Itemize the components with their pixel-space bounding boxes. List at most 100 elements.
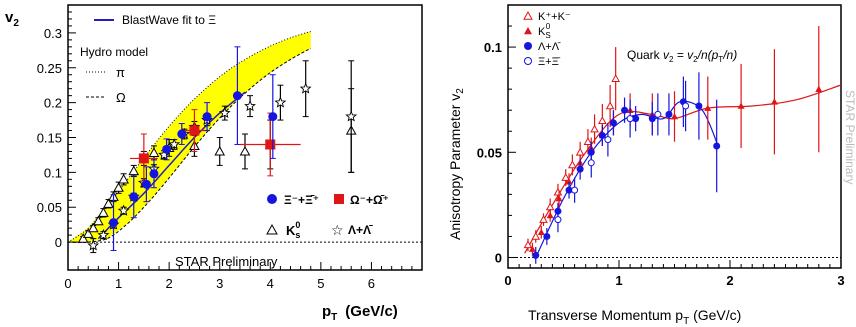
legend-xi-label: Ξ+Ξ̄ (538, 56, 561, 68)
k0-point (77, 233, 89, 243)
legend-kpm-label: K⁺+K⁻ (538, 11, 571, 23)
lambda-point (648, 115, 656, 123)
lambda-point (345, 110, 358, 122)
omega-point (138, 153, 149, 164)
xi-point (268, 112, 278, 122)
omega-point (265, 139, 276, 150)
kpm-point (605, 101, 615, 110)
y-tick-label: 0.2 (44, 96, 62, 111)
hydro-band-layer (68, 31, 311, 243)
right-y-axis-label: Anisotropy Parameter v2 (447, 88, 466, 240)
lambda-point (565, 186, 573, 194)
lambda-point (532, 251, 540, 259)
lambda-point (543, 232, 551, 240)
xi-point (109, 218, 119, 228)
k0s-point (671, 113, 678, 120)
kpm-point (561, 172, 571, 181)
right-x-axis-label: Transverse Momentum pT (GeV/c) (528, 307, 741, 327)
k0s-point (546, 211, 554, 219)
k0s-point (565, 178, 573, 185)
legend-k0-marker (266, 223, 278, 235)
lambda-point (97, 228, 110, 241)
right-data-points (523, 26, 823, 264)
hydro-pi-label: π (116, 65, 125, 80)
xi-point (682, 102, 690, 110)
x-tick-label: 5 (317, 276, 324, 291)
k0-point (113, 182, 124, 192)
left-data-points (77, 46, 358, 254)
xi-point (587, 159, 595, 167)
lambda-point (609, 119, 617, 127)
lambda-point (218, 106, 231, 119)
hydro-title: Hydro model (80, 45, 148, 59)
k0s-point (770, 98, 778, 105)
left-axis-ticks: 0 1 2 3 4 5 6 0 0.05 0.1 0.15 0.2 0.25 0.3 (37, 4, 413, 291)
legend-fit-label: BlastWave fit to Ξ (122, 13, 216, 27)
xi-point (571, 186, 579, 194)
legend-lambda-marker (524, 42, 532, 50)
k0-point (87, 222, 99, 233)
xi-point (554, 216, 562, 224)
k0s-point (528, 245, 536, 252)
lambda-point (598, 131, 606, 139)
x-tick-label: 1 (615, 273, 622, 288)
left-x-axis-label: pT (GeV/c) (322, 303, 398, 323)
kpm-point (590, 124, 599, 133)
y-tick-label: 0.1 (484, 40, 502, 55)
lambda-point (117, 204, 130, 216)
y-tick-label: 0.05 (37, 200, 62, 215)
kpm-point (575, 147, 585, 156)
kpm-point (598, 116, 607, 125)
xi-point (162, 144, 172, 154)
legend-kpm-marker (523, 10, 533, 20)
lambda-point (168, 138, 181, 150)
hydro-omega-curve (67, 47, 311, 243)
kpm-point (568, 160, 577, 169)
legend-k0s-label: KS0 (538, 22, 551, 40)
lambda-point (87, 239, 100, 251)
xi-point (654, 110, 662, 118)
quark-annotation: Quark v2 = v2/n(pT/n) (627, 48, 737, 64)
legend-lambda-marker: ☆ (331, 222, 344, 238)
legend-omega-marker (334, 194, 344, 204)
right-chart-panel: 0 1 2 3 0 0.05 0.1 Anisotropy Parameter v2 Tra… (447, 4, 856, 327)
lambda-point (274, 96, 287, 108)
x-tick-label: 0 (64, 276, 71, 291)
lambda-point (713, 142, 721, 150)
left-preliminary-label: STAR Preliminary (175, 254, 278, 269)
blastwave-fit-layer (97, 91, 246, 240)
left-y-axis-label: v2 (5, 9, 19, 29)
y-tick-label: 0.3 (44, 26, 62, 41)
xi-point (149, 169, 159, 179)
x-tick-label: 6 (368, 276, 375, 291)
legend-lambda-label: Λ+Λ̄ (348, 223, 373, 237)
kpm-point (539, 215, 548, 223)
hydro-omega-label: Ω (116, 90, 126, 105)
legend-lambda-label: Λ+Λ̄ (538, 41, 561, 53)
lambda-point (695, 102, 703, 110)
kpm-point (553, 187, 563, 196)
xi-point (141, 179, 151, 189)
kpm-point (523, 240, 533, 249)
legend-omega-label: Ω⁻+Ω̄⁺ (350, 193, 389, 207)
blastwave-fit-line (97, 91, 246, 240)
x-tick-label: 3 (216, 276, 223, 291)
k0-point (98, 207, 109, 217)
legend-k0s-marker (524, 27, 532, 35)
x-tick-label: 0 (504, 273, 511, 288)
k0-point (128, 165, 140, 176)
xi-point (202, 112, 212, 122)
left-chart-panel: 0 1 2 3 4 5 6 0 0.05 0.1 0.15 0.2 0.25 0.3 v2 pT (GeV/… (5, 4, 423, 323)
y-tick-label: 0 (55, 235, 62, 250)
k0s-point (555, 195, 563, 202)
k0-point (239, 145, 251, 156)
x-tick-label: 3 (837, 273, 844, 288)
k0s-point (704, 104, 712, 111)
x-tick-label: 2 (166, 276, 173, 291)
legend-xi-marker (524, 57, 532, 65)
k0-point (82, 228, 94, 238)
hydro-band (68, 31, 311, 243)
kpm-point (531, 231, 541, 240)
lambda-point (632, 115, 640, 123)
